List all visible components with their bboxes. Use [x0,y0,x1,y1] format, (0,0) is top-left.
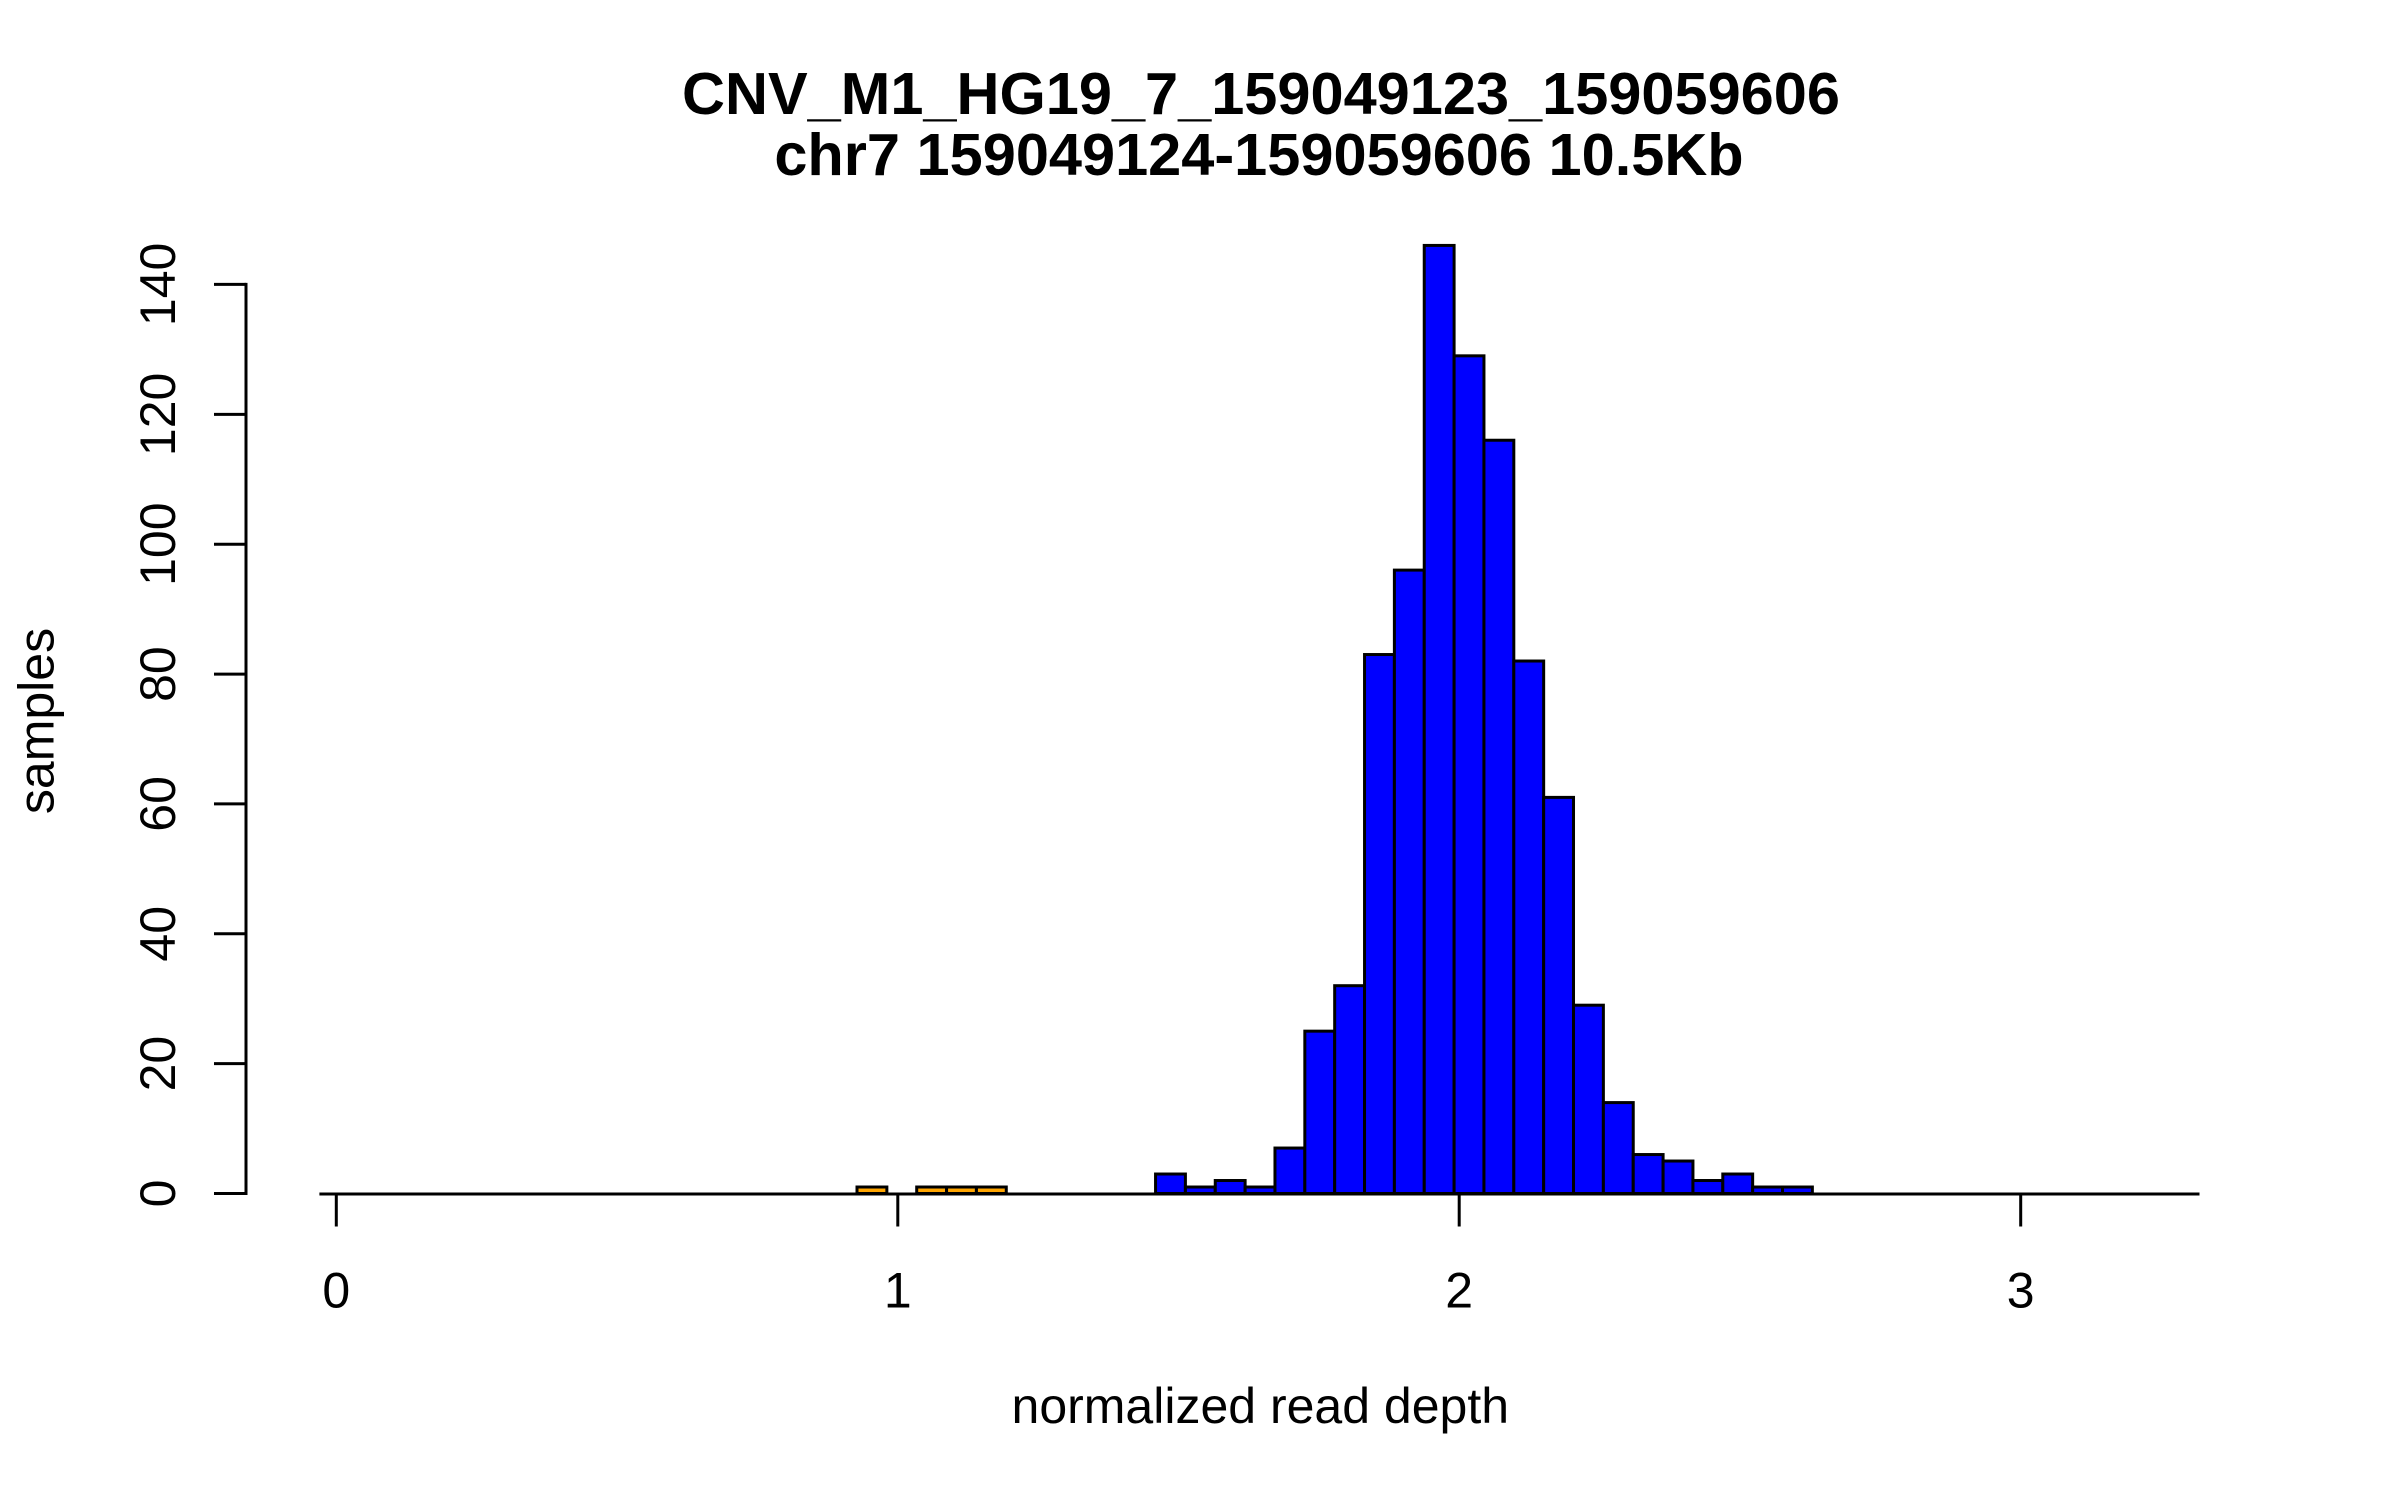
svg-text:60: 60 [130,776,186,832]
svg-text:20: 20 [130,1036,186,1092]
svg-text:0: 0 [130,1180,186,1208]
svg-text:chr7 159049124-159059606 10.5K: chr7 159049124-159059606 10.5Kb [774,121,1743,188]
svg-text:0: 0 [322,1263,350,1319]
svg-text:40: 40 [130,906,186,962]
svg-text:80: 80 [130,646,186,702]
svg-text:140: 140 [130,243,186,326]
svg-text:CNV_M1_HG19_7_159049123_159059: CNV_M1_HG19_7_159049123_159059606 [682,60,1840,127]
svg-text:2: 2 [1445,1263,1473,1319]
svg-text:1: 1 [884,1263,912,1319]
svg-text:normalized read depth: normalized read depth [1012,1378,1510,1434]
svg-text:samples: samples [9,628,65,814]
svg-text:120: 120 [130,373,186,456]
svg-text:3: 3 [2007,1263,2035,1319]
svg-text:100: 100 [130,502,186,585]
